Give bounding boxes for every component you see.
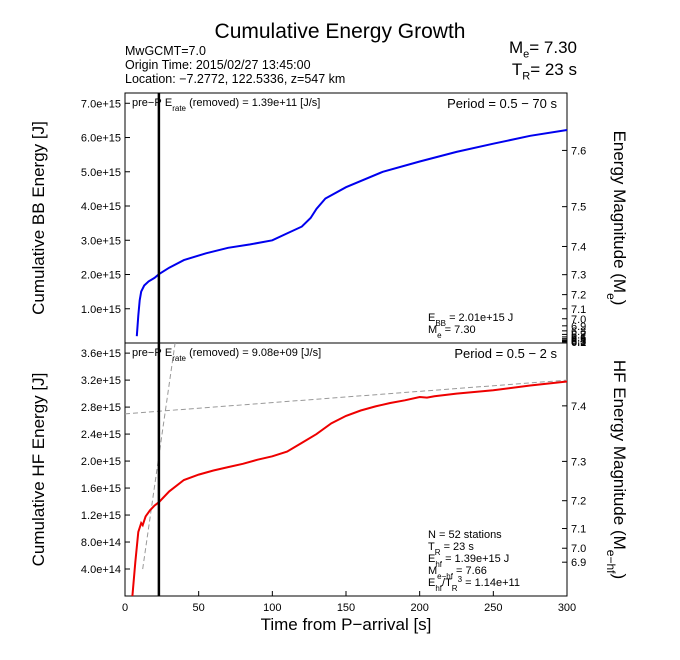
bb-ytick-label: 3.0e+15 bbox=[81, 235, 121, 247]
hf-y2tick-label: 7.0 bbox=[571, 543, 586, 555]
hf-ytick-label: 1.2e+15 bbox=[81, 510, 121, 522]
bb-y2tick-label: 6.8 bbox=[571, 326, 586, 338]
hf-ytick-label: 2.4e+15 bbox=[81, 429, 121, 441]
me-summary: Me= 7.30 bbox=[508, 38, 577, 61]
hf-stat-line: TR = 23 s bbox=[428, 541, 474, 557]
event-label: MwGCMT=7.0 bbox=[125, 44, 206, 58]
hf-ytick-label: 4.0e+14 bbox=[81, 564, 121, 576]
bb-y2tick-label: 7.0 bbox=[571, 314, 586, 326]
hf-erate-label: Erate (removed) = 9.08e+09 [J/s] bbox=[165, 347, 321, 363]
hf-ytick-label: 8.0e+14 bbox=[81, 537, 121, 549]
bb-ytick-label: 4.0e+15 bbox=[81, 201, 121, 213]
x-tick-label: 200 bbox=[410, 602, 428, 614]
hf-period-label: Period = 0.5 − 2 s bbox=[454, 346, 557, 361]
hf-ytick-label: 2.8e+15 bbox=[81, 402, 121, 414]
bb-ytick-label: 6.0e+15 bbox=[81, 133, 121, 145]
hf-y2tick-label: 7.1 bbox=[571, 524, 586, 536]
bb-y2tick-label: 6.2 bbox=[571, 336, 586, 348]
bb-y2tick-label: 6.9 bbox=[571, 321, 586, 333]
bb-y2tick-label: 7.1 bbox=[571, 304, 586, 316]
hf-ylabel: Cumulative HF Energy [J] bbox=[29, 373, 48, 567]
bb-period-label: Period = 0.5 − 70 s bbox=[447, 96, 557, 111]
tr-summary: TR= 23 s bbox=[511, 60, 577, 83]
hf-y2tick-label: 6.9 bbox=[571, 557, 586, 569]
bb-y2tick-label: 6.4 bbox=[571, 335, 586, 347]
hf-dashed-reference-line bbox=[124, 379, 568, 415]
bb-plot-frame bbox=[124, 92, 568, 344]
x-tick-label: 250 bbox=[484, 602, 502, 614]
bb-ytick-label: 2.0e+15 bbox=[81, 270, 121, 282]
hf-ytick-label: 3.6e+15 bbox=[81, 348, 121, 360]
bb-y2tick-label: 7.4 bbox=[571, 241, 586, 253]
hf-ytick-label: 1.6e+15 bbox=[81, 483, 121, 495]
bb-erate-label: Erate (removed) = 1.39e+11 [J/s] bbox=[165, 97, 320, 113]
bb-ytick-label: 5.0e+15 bbox=[81, 167, 121, 179]
x-tick-label: 300 bbox=[558, 602, 576, 614]
bb-pre-p-label: pre−P bbox=[132, 97, 162, 109]
bb-y2tick-label: 7.5 bbox=[571, 202, 586, 214]
bb-stat-line: EBB = 2.01e+15 J bbox=[428, 312, 513, 328]
bb-y2tick-label: 7.2 bbox=[571, 290, 586, 302]
bb-y2tick-label: 6.3 bbox=[571, 336, 586, 348]
bb-y2tick-label: 6.6 bbox=[571, 332, 586, 344]
bb-y2tick-label: 6.7 bbox=[571, 329, 586, 341]
hf-stat-line: Ehf/TR3 = 1.14e+11 bbox=[428, 575, 520, 593]
origin-time-label: Origin Time: 2015/02/27 13:45:00 bbox=[125, 58, 311, 72]
hf-pre-p-label: pre−P bbox=[132, 347, 162, 359]
bb-y2tick-label: 7.6 bbox=[571, 145, 586, 157]
hf-y2tick-label: 7.2 bbox=[571, 496, 586, 508]
bb-ytick-label: 1.0e+15 bbox=[81, 304, 121, 316]
hf-y2label: HF Energy Magnitude (Me−hf) bbox=[604, 360, 629, 579]
hf-ytick-label: 3.2e+15 bbox=[81, 375, 121, 387]
x-tick-label: 50 bbox=[193, 602, 205, 614]
hf-ytick-label: 2.0e+15 bbox=[81, 456, 121, 468]
hf-stat-line: N = 52 stations bbox=[428, 529, 502, 541]
hf-energy-line bbox=[131, 380, 568, 597]
bb-energy-line bbox=[135, 129, 568, 337]
bb-ylabel: Cumulative BB Energy [J] bbox=[29, 121, 48, 315]
bb-y2label: Energy Magnitude (Me) bbox=[604, 131, 629, 306]
x-tick-label: 0 bbox=[122, 602, 128, 614]
location-label: Location: −7.2772, 122.5336, z=547 km bbox=[125, 72, 346, 86]
x-tick-label: 150 bbox=[337, 602, 355, 614]
bb-ytick-label: 7.0e+15 bbox=[81, 98, 121, 110]
x-axis-label: Time from P−arrival [s] bbox=[261, 615, 432, 634]
bb-y2tick-label: 6.5 bbox=[571, 334, 586, 346]
hf-y2tick-label: 7.4 bbox=[571, 401, 586, 413]
chart-title: Cumulative Energy Growth bbox=[214, 20, 466, 43]
x-tick-label: 100 bbox=[263, 602, 281, 614]
hf-stat-line: Ehf = 1.39e+15 J bbox=[428, 553, 509, 569]
bb-y2tick-label: 7.3 bbox=[571, 270, 586, 282]
bb-stat-line: Me = 7.30 bbox=[428, 324, 476, 340]
bb-y2tick-label: 6.1 bbox=[571, 337, 586, 349]
hf-stat-line: Me−hf = 7.66 bbox=[428, 565, 487, 581]
hf-y2tick-label: 7.3 bbox=[571, 456, 586, 468]
